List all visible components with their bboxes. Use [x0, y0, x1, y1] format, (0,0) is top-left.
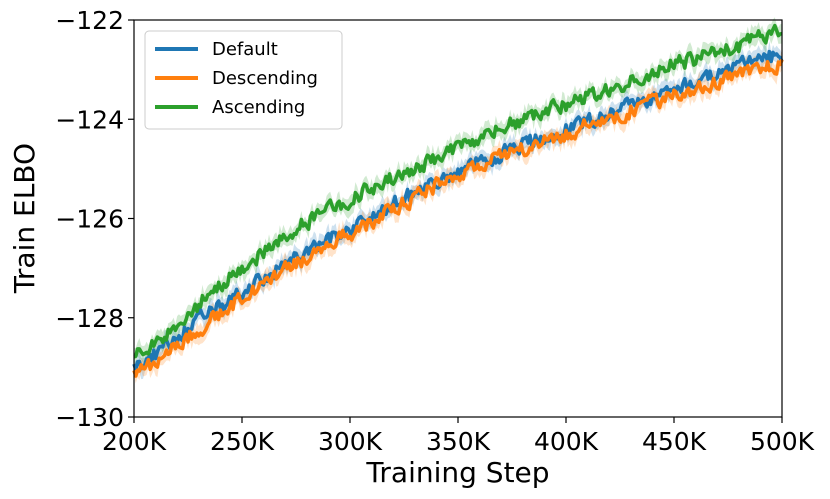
y-tick-label: −124	[55, 105, 124, 134]
legend-label-default: Default	[212, 39, 278, 60]
y-axis-title: Train ELBO	[8, 143, 41, 294]
x-tick-label: 450K	[642, 427, 707, 456]
legend-label-descending: Descending	[212, 68, 318, 89]
x-tick-label: 250K	[210, 427, 275, 456]
x-tick-label: 350K	[426, 427, 491, 456]
band-descending	[134, 49, 782, 384]
x-tick-label: 500K	[750, 427, 815, 456]
series-lines	[132, 23, 784, 378]
x-tick-label: 300K	[318, 427, 383, 456]
y-axis: −122 −124 −126 −128 −130	[55, 6, 134, 432]
series-line-ascending	[133, 23, 783, 359]
y-tick-label: −122	[55, 6, 124, 35]
x-tick-label: 200K	[102, 427, 167, 456]
x-tick-label: 400K	[534, 427, 599, 456]
y-tick-label: −128	[55, 304, 124, 333]
legend-label-ascending: Ascending	[212, 97, 305, 118]
legend: Default Descending Ascending	[144, 30, 343, 130]
legend-box	[144, 30, 343, 130]
x-axis-title: Training Step	[365, 456, 549, 489]
series-line-descending	[132, 59, 784, 378]
y-tick-label: −130	[55, 403, 124, 432]
x-axis: 200K 250K 300K 350K 400K 450K 500K	[102, 417, 815, 456]
y-tick-label: −126	[55, 205, 124, 234]
